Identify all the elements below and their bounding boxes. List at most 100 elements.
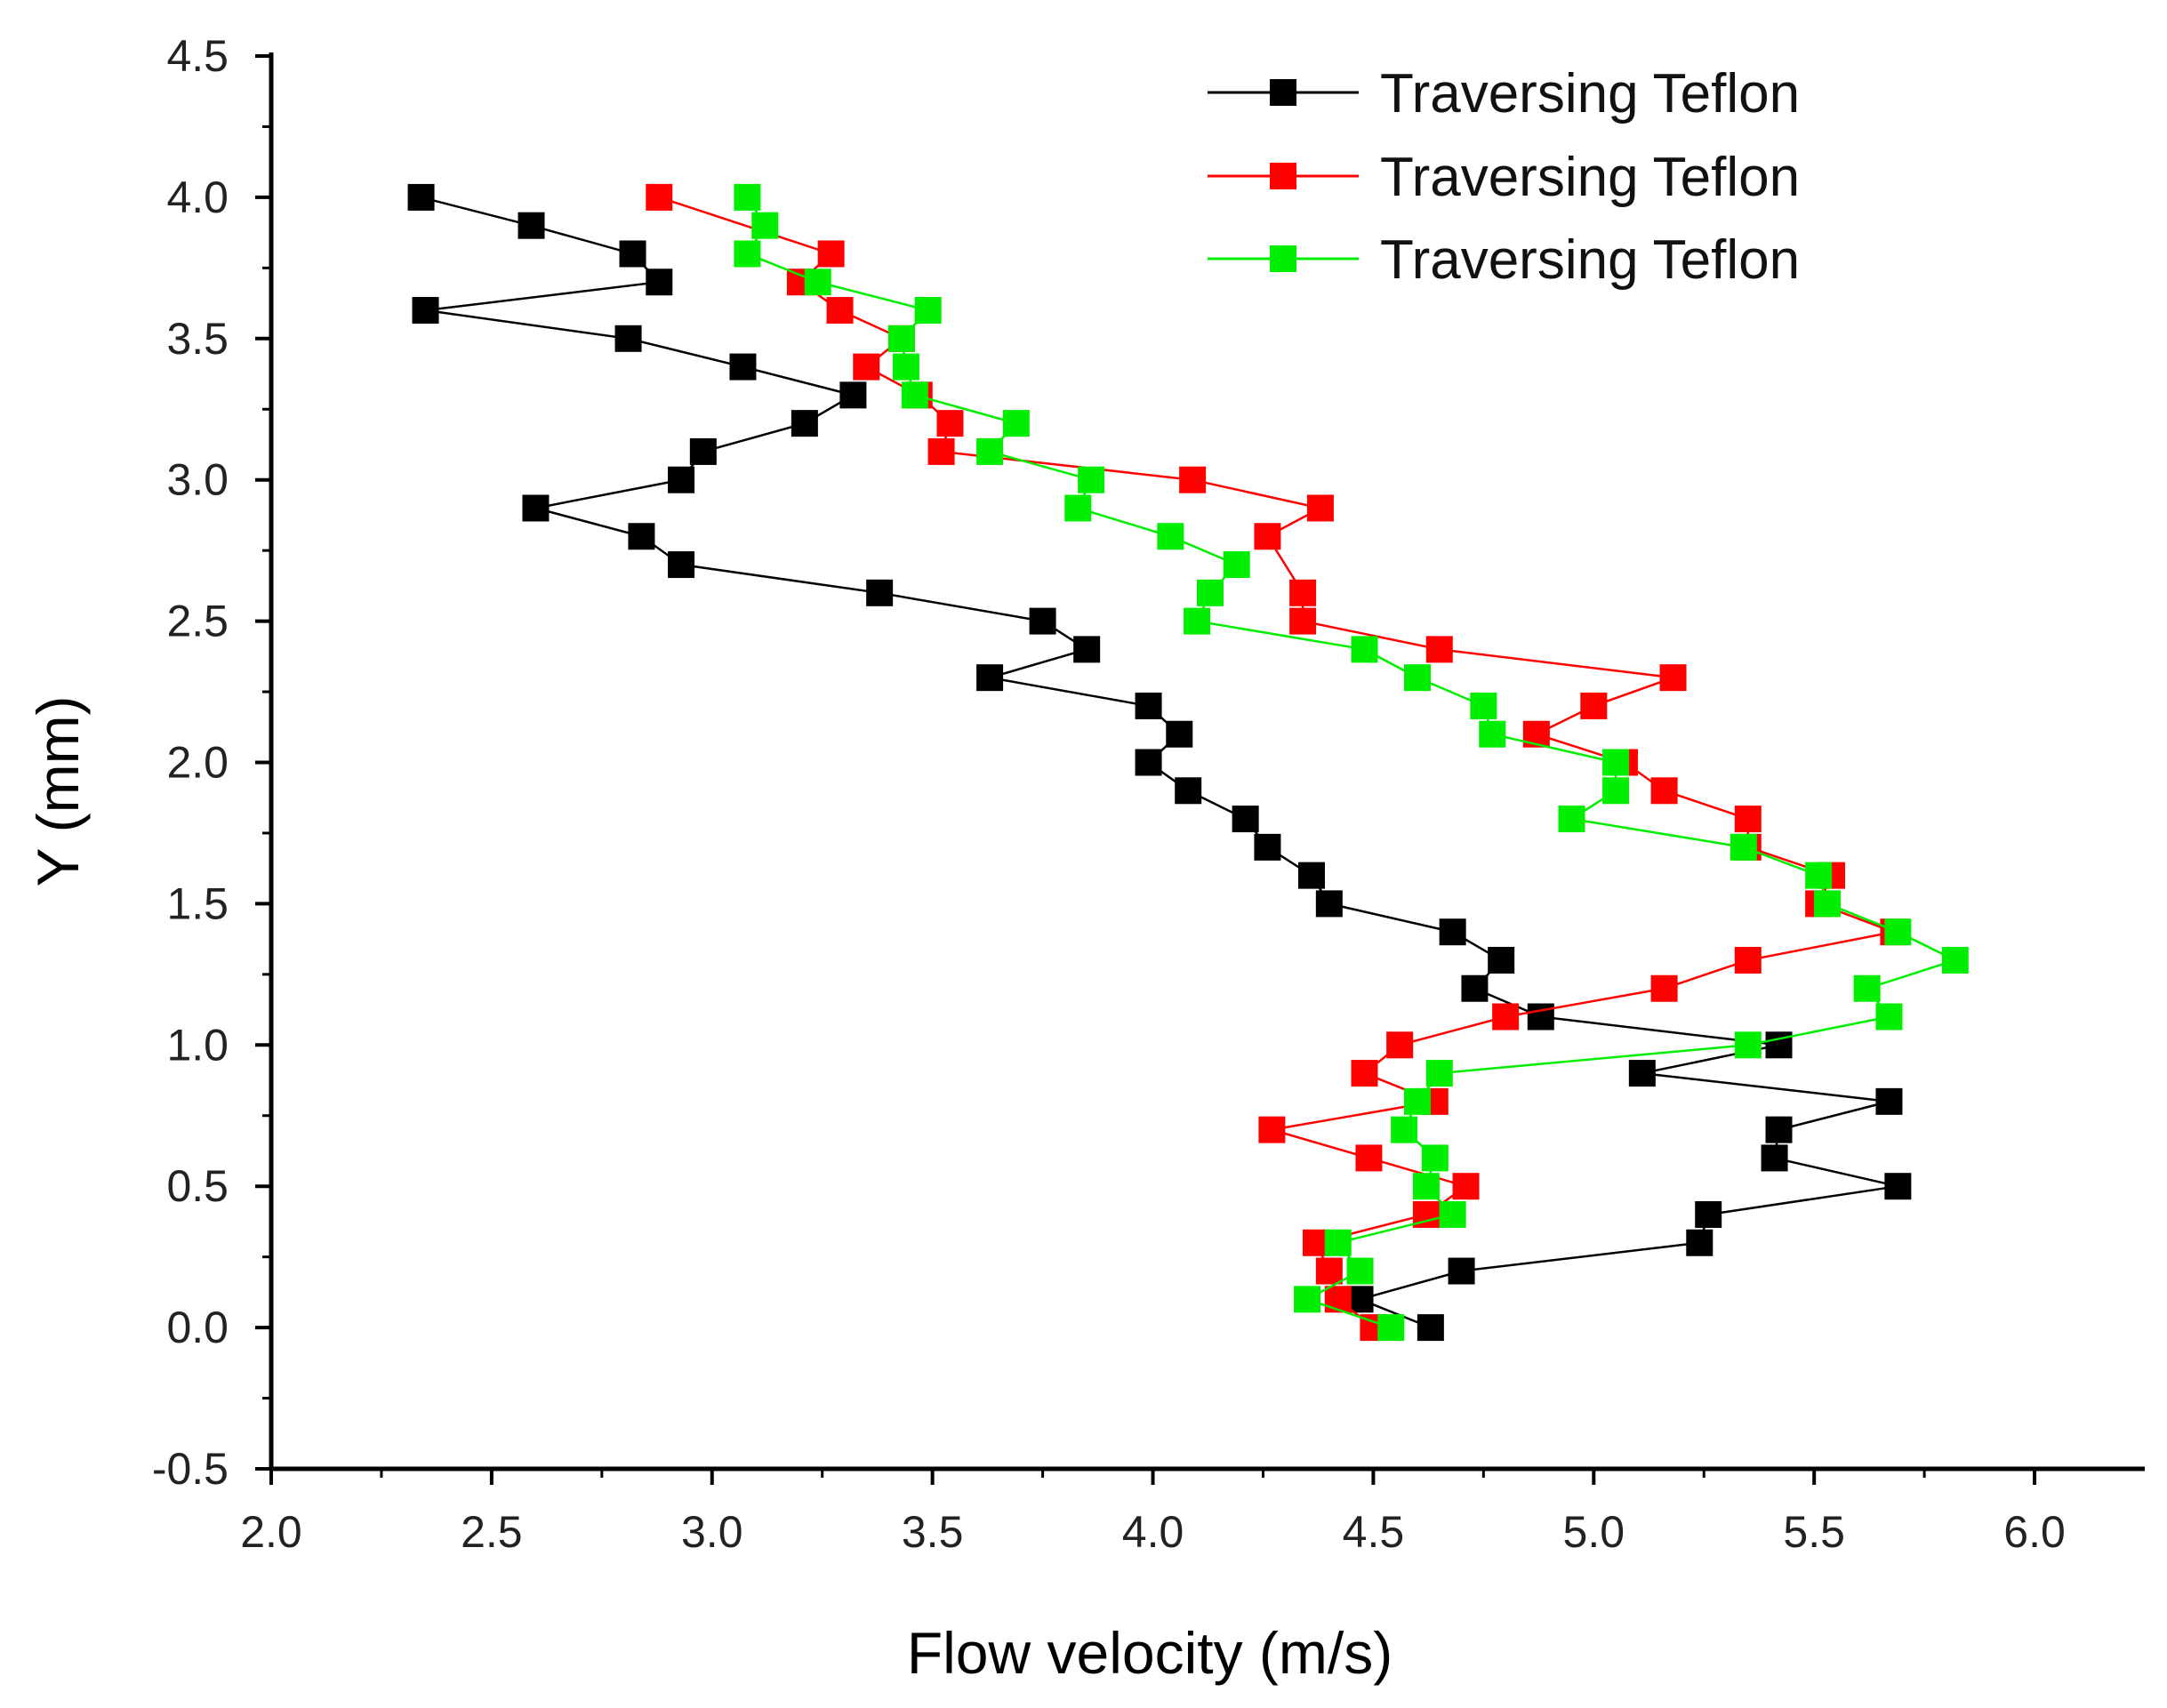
data-point	[1425, 636, 1453, 663]
data-point	[734, 183, 761, 211]
data-point	[791, 410, 818, 437]
data-point	[826, 297, 854, 325]
data-point	[1377, 1314, 1405, 1342]
series-1	[407, 183, 1912, 1342]
data-point	[1650, 974, 1678, 1002]
y-tick-label: -0.5	[152, 1444, 229, 1494]
x-tick-label: 5.5	[1783, 1507, 1845, 1557]
data-point	[1884, 1173, 1912, 1200]
data-point	[1470, 692, 1497, 719]
legend-label-1: Traversing Teflon	[1380, 63, 1800, 124]
data-point	[1403, 664, 1431, 692]
data-point	[1765, 1116, 1793, 1143]
data-point	[1391, 1116, 1418, 1143]
x-axis-title: Flow velocity (m/s)	[907, 1620, 1392, 1686]
data-point	[1875, 1087, 1903, 1115]
series-3	[734, 183, 1969, 1342]
data-point	[1157, 523, 1184, 550]
data-point	[1734, 806, 1762, 833]
data-point	[1602, 777, 1630, 805]
data-point	[646, 183, 673, 211]
x-tick-label: 3.0	[681, 1507, 743, 1557]
data-point	[866, 579, 894, 606]
y-tick-label: 4.0	[166, 172, 229, 222]
data-point	[1558, 806, 1585, 833]
data-point	[1814, 890, 1842, 918]
data-point	[668, 466, 695, 493]
legend: Traversing Teflon Traversing Teflon Traver…	[1208, 63, 1800, 291]
legend-label-2: Traversing Teflon	[1380, 147, 1800, 208]
data-point	[1439, 1200, 1466, 1228]
data-point	[1425, 1060, 1453, 1087]
data-point	[1659, 664, 1687, 692]
y-tick-label: 1.0	[166, 1020, 229, 1070]
data-point	[1650, 777, 1678, 805]
data-point	[1734, 946, 1762, 974]
data-point	[689, 437, 717, 465]
y-tick-label: 2.5	[166, 597, 229, 646]
x-tick-label: 4.5	[1343, 1507, 1405, 1557]
data-point	[853, 353, 880, 381]
x-tick-label: 2.0	[240, 1507, 302, 1557]
data-point	[1315, 1257, 1343, 1285]
data-point	[1324, 1229, 1352, 1256]
data-point	[1884, 918, 1912, 946]
data-point	[1479, 720, 1506, 748]
data-point	[1351, 636, 1378, 663]
axes: 2.0 2.5 3.0 3.5 4.0 4.5 5.0 5.5 6.0 -0.5 0.0 0.5 1.0…	[152, 31, 2145, 1557]
data-point	[1488, 946, 1515, 974]
data-point	[1324, 1286, 1352, 1313]
data-point	[1289, 607, 1317, 635]
data-point	[518, 212, 545, 239]
data-point	[887, 325, 915, 352]
data-point	[1602, 749, 1630, 776]
series-2	[646, 183, 1907, 1342]
data-point	[1179, 466, 1207, 493]
data-point	[901, 381, 928, 409]
x-tick-label: 5.0	[1563, 1507, 1625, 1557]
data-point	[668, 551, 695, 579]
data-point	[839, 381, 867, 409]
y-tick-label: 0.0	[166, 1303, 229, 1352]
data-point	[751, 212, 779, 239]
x-tick-label: 6.0	[2003, 1507, 2066, 1557]
legend-label-3: Traversing Teflon	[1380, 229, 1800, 291]
data-point	[817, 240, 845, 268]
data-point	[1695, 1200, 1722, 1228]
legend-marker-3	[1270, 245, 1296, 272]
data-point	[1730, 833, 1757, 861]
data-point	[892, 353, 919, 381]
data-point	[1421, 1144, 1449, 1172]
y-tick-label: 2.0	[166, 738, 229, 788]
legend-marker-1	[1270, 79, 1296, 106]
x-tick-label: 3.5	[902, 1507, 964, 1557]
data-point	[1686, 1229, 1714, 1256]
x-tick-label: 4.0	[1122, 1507, 1184, 1557]
data-point	[412, 297, 439, 325]
data-point	[1403, 1087, 1431, 1115]
legend-marker-2	[1270, 163, 1296, 189]
data-point	[1580, 692, 1608, 719]
data-point	[1175, 777, 1202, 805]
data-point	[1073, 636, 1101, 663]
data-point	[1294, 1286, 1321, 1313]
data-point	[1135, 692, 1162, 719]
data-point	[1166, 720, 1193, 748]
data-point	[976, 664, 1004, 692]
data-point	[522, 494, 550, 522]
data-point	[1002, 410, 1030, 437]
y-tick-label: 3.0	[166, 455, 229, 505]
y-tick-label: 1.5	[166, 878, 229, 928]
data-point	[1254, 833, 1281, 861]
data-point	[1417, 1314, 1444, 1342]
data-point	[804, 269, 831, 296]
data-point	[1306, 494, 1334, 522]
data-point	[729, 353, 757, 381]
y-tick-label: 3.5	[166, 314, 229, 364]
series-layer	[407, 183, 1969, 1342]
data-point	[1258, 1116, 1286, 1143]
data-point	[1853, 974, 1881, 1002]
data-point	[1254, 523, 1281, 550]
data-point	[646, 269, 673, 296]
